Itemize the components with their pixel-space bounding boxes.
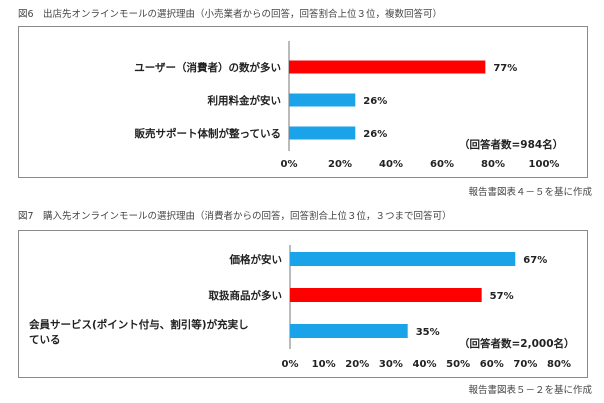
category-label: 価格が安い bbox=[229, 253, 283, 266]
bar bbox=[290, 324, 408, 338]
x-tick-label: 40% bbox=[413, 359, 437, 370]
chart-1-plot: 0% 10% 20% 30% 40% 50% 60% 70% 80% 67% 価格が安い 57% 取扱商… bbox=[29, 245, 575, 370]
x-tick-label: 50% bbox=[446, 359, 470, 370]
figure-6-title: 図6 出店先オンラインモールの選択理由（小売業者からの回答，回答割合上位３位，複… bbox=[18, 9, 443, 20]
bar bbox=[290, 288, 482, 302]
bar bbox=[289, 60, 486, 74]
category-label: 利用料金が安い bbox=[208, 94, 282, 107]
x-tick-label: 60% bbox=[480, 359, 504, 370]
x-tick-label: 80% bbox=[547, 359, 571, 370]
category-label: 取扱商品が多い bbox=[209, 289, 283, 302]
x-tick-label: 80% bbox=[481, 159, 505, 170]
category-label: 販売サポート体制が整っている bbox=[135, 127, 281, 140]
x-tick-label: 100% bbox=[529, 159, 560, 170]
x-tick-label: 30% bbox=[379, 359, 403, 370]
value-label: 26% bbox=[363, 96, 387, 107]
category-label: 会員サービス(ポイント付与、割引等)が充実し bbox=[29, 318, 249, 331]
figure-6-panel: 0% 20% 40% 60% 80% 100% 77% ユーザー（消費者）の数が多い 26% 利用… bbox=[18, 26, 588, 178]
x-tick-label: 40% bbox=[379, 159, 403, 170]
bar bbox=[289, 126, 356, 140]
value-label: 26% bbox=[363, 129, 387, 140]
x-tick-label: 10% bbox=[312, 359, 336, 370]
chart-0-plot: 0% 20% 40% 60% 80% 100% 77% ユーザー（消費者）の数が多い 26% 利用… bbox=[134, 41, 563, 170]
figure-7-panel: 0% 10% 20% 30% 40% 50% 60% 70% 80% 67% 価格が安い 57% 取扱商… bbox=[18, 230, 588, 378]
x-tick-label: 20% bbox=[345, 359, 369, 370]
x-tick-label: 0% bbox=[281, 159, 298, 170]
figure-7-chart: 0% 10% 20% 30% 40% 50% 60% 70% 80% 67% 価格が安い 57% 取扱商… bbox=[29, 245, 575, 370]
figure-6-chart: 0% 20% 40% 60% 80% 100% 77% ユーザー（消費者）の数が多い 26% 利用… bbox=[134, 41, 563, 170]
x-tick-label: 70% bbox=[513, 359, 537, 370]
value-label: 77% bbox=[493, 63, 517, 74]
respondent-note: （回答者数=2,000名） bbox=[459, 337, 575, 350]
bar bbox=[289, 93, 356, 107]
x-tick-label: 0% bbox=[282, 359, 299, 370]
value-label: 35% bbox=[416, 327, 440, 338]
category-label: ユーザー（消費者）の数が多い bbox=[134, 61, 281, 74]
bar bbox=[290, 252, 516, 266]
figure-7-source: 報告書図表５－２を基に作成 bbox=[468, 385, 592, 396]
figure-6-source: 報告書図表４－５を基に作成 bbox=[468, 187, 592, 198]
x-tick-label: 20% bbox=[328, 159, 352, 170]
category-label: ている bbox=[29, 334, 61, 346]
value-label: 57% bbox=[490, 291, 514, 302]
value-label: 67% bbox=[523, 255, 547, 266]
figure-7-title: 図7 購入先オンラインモールの選択理由（消費者からの回答，回答割合上位３位，３つ… bbox=[18, 211, 452, 222]
x-tick-label: 60% bbox=[430, 159, 454, 170]
respondent-note: （回答者数=984名） bbox=[459, 138, 563, 151]
